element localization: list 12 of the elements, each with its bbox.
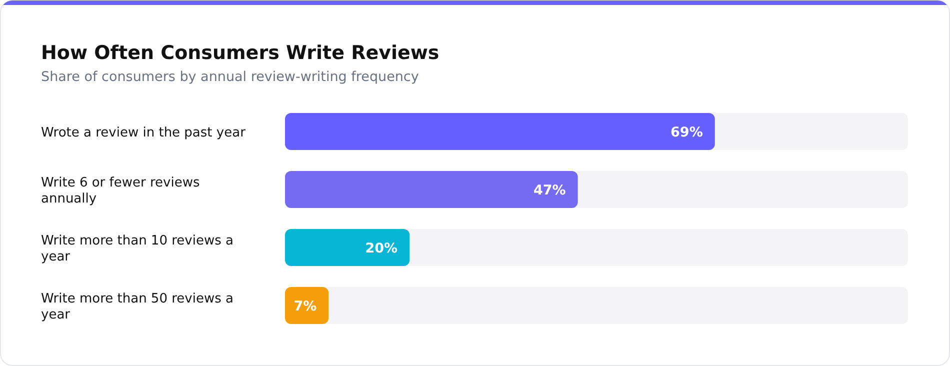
y-tick-label: Write more than 10 reviews a year xyxy=(41,234,234,264)
data-label: 69% xyxy=(670,124,704,140)
chart-title: How Often Consumers Write Reviews xyxy=(41,42,440,64)
bar xyxy=(285,229,410,266)
y-tick-label: Wrote a review in the past year xyxy=(41,126,246,140)
y-tick-label: Write more than 50 reviews a year xyxy=(41,292,234,322)
bar xyxy=(285,287,329,324)
chart-subtitle: Share of consumers by annual review-writing frequency xyxy=(41,69,419,85)
data-label: 7% xyxy=(294,298,318,314)
data-label: 47% xyxy=(533,182,566,198)
data-label: 20% xyxy=(365,240,398,256)
y-tick-label: Write 6 or fewer reviews annually xyxy=(41,176,200,206)
